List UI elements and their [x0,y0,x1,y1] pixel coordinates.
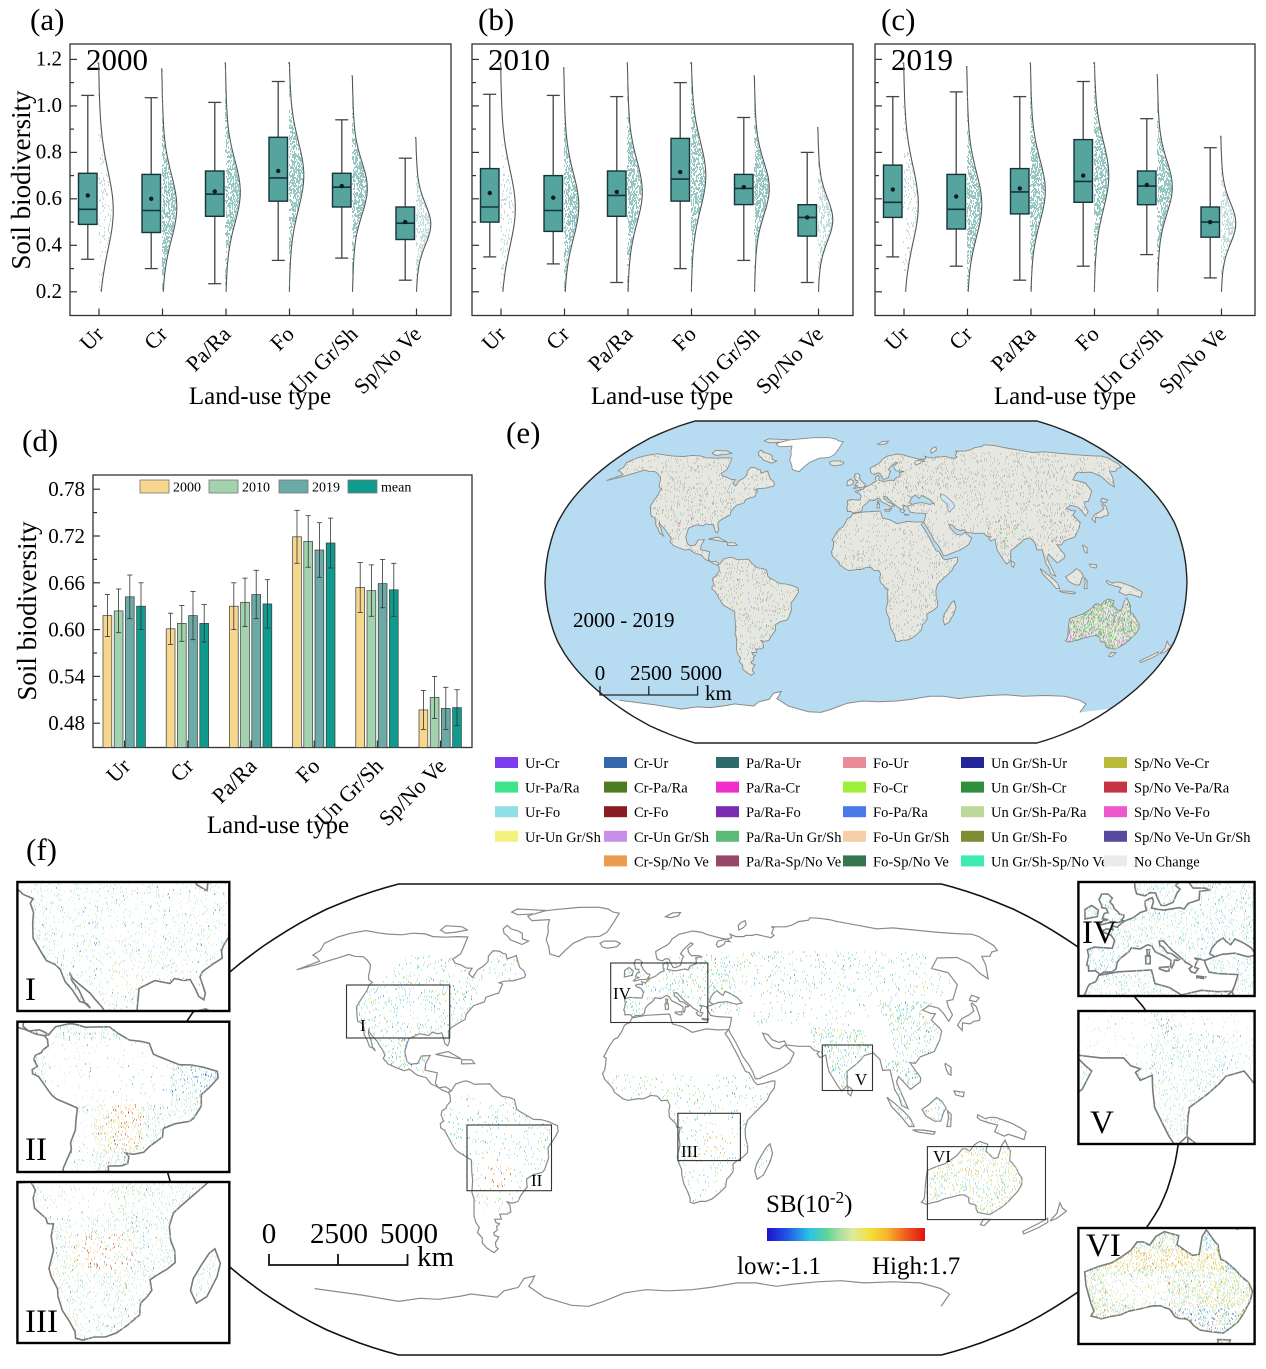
svg-text:Soil biodiversity: Soil biodiversity [12,521,42,701]
svg-text:High:1.7: High:1.7 [872,1253,960,1280]
svg-text:2000: 2000 [173,481,201,496]
svg-text:VI: VI [1086,1228,1121,1264]
svg-text:2019: 2019 [891,42,953,77]
svg-text:I: I [360,1016,366,1035]
svg-text:0: 0 [262,1218,277,1250]
svg-text:Fo-Sp/No Ve: Fo-Sp/No Ve [873,854,949,870]
svg-text:(c): (c) [881,2,915,37]
svg-text:0.48: 0.48 [48,711,85,735]
svg-text:0.4: 0.4 [36,232,63,256]
svg-text:Sp/No Ve-Un Gr/Sh: Sp/No Ve-Un Gr/Sh [1134,830,1251,846]
svg-text:(a): (a) [30,2,64,37]
svg-text:Un Gr/Sh-Sp/No Ve: Un Gr/Sh-Sp/No Ve [991,854,1108,870]
svg-text:Un Gr/Sh-Pa/Ra: Un Gr/Sh-Pa/Ra [991,805,1087,821]
svg-text:Land-use type: Land-use type [994,383,1136,410]
svg-text:Sp/No Ve-Pa/Ra: Sp/No Ve-Pa/Ra [1134,781,1230,797]
svg-text:Pa/Ra-Un Gr/Sh: Pa/Ra-Un Gr/Sh [746,830,842,846]
svg-text:Ur-Pa/Ra: Ur-Pa/Ra [525,781,580,797]
svg-text:III: III [25,1304,58,1340]
svg-text:Cr-Sp/No Ve: Cr-Sp/No Ve [634,854,709,870]
svg-text:0.72: 0.72 [48,524,85,548]
svg-text:0.6: 0.6 [36,186,62,210]
svg-text:Sp/No Ve-Cr: Sp/No Ve-Cr [1134,756,1209,772]
svg-text:Un Gr/Sh-Cr: Un Gr/Sh-Cr [991,781,1066,797]
svg-text:5000: 5000 [380,1218,438,1250]
svg-text:Cr-Fo: Cr-Fo [634,805,668,821]
svg-text:2500: 2500 [310,1218,368,1250]
svg-text:Cr-Ur: Cr-Ur [634,756,669,772]
svg-text:1.0: 1.0 [36,93,62,117]
svg-text:Pa/Ra-Fo: Pa/Ra-Fo [746,805,801,821]
svg-text:(f): (f) [26,832,57,867]
svg-text:(b): (b) [478,2,514,37]
svg-text:II: II [531,1171,543,1190]
svg-text:Fo-Cr: Fo-Cr [873,781,908,797]
svg-text:0.60: 0.60 [48,618,85,642]
svg-text:Fo-Pa/Ra: Fo-Pa/Ra [873,805,928,821]
svg-text:km: km [705,681,732,705]
svg-text:Sp/No Ve-Fo: Sp/No Ve-Fo [1134,805,1210,821]
svg-text:Fo-Un Gr/Sh: Fo-Un Gr/Sh [873,830,950,846]
svg-text:II: II [25,1132,47,1168]
svg-text:IV: IV [1082,915,1117,951]
svg-text:(e): (e) [506,415,540,450]
svg-text:No Change: No Change [1134,854,1200,870]
svg-text:Land-use type: Land-use type [591,383,733,410]
svg-text:2000 - 2019: 2000 - 2019 [573,608,675,632]
svg-text:Land-use type: Land-use type [189,383,331,410]
svg-text:2019: 2019 [312,481,340,496]
svg-text:1.2: 1.2 [36,46,62,70]
svg-text:low:-1.1: low:-1.1 [737,1253,821,1280]
svg-text:Un Gr/Sh-Ur: Un Gr/Sh-Ur [991,756,1067,772]
svg-text:0.78: 0.78 [48,477,85,501]
svg-text:Cr-Un Gr/Sh: Cr-Un Gr/Sh [634,830,710,846]
svg-text:I: I [25,972,36,1008]
svg-text:mean: mean [381,481,411,496]
svg-text:III: III [681,1142,698,1161]
svg-text:0.8: 0.8 [36,139,62,163]
svg-text:km: km [417,1241,455,1273]
svg-text:(d): (d) [22,423,58,458]
svg-text:Pa/Ra-Sp/No Ve: Pa/Ra-Sp/No Ve [746,854,841,870]
svg-text:VI: VI [933,1147,951,1166]
svg-text:2000: 2000 [86,42,148,77]
svg-text:Pa/Ra-Cr: Pa/Ra-Cr [746,781,800,797]
svg-text:Land-use type: Land-use type [207,812,349,839]
svg-text:V: V [855,1070,868,1089]
svg-text:Cr-Pa/Ra: Cr-Pa/Ra [634,781,688,797]
svg-text:V: V [1090,1105,1114,1141]
svg-text:2500: 2500 [630,661,672,685]
svg-text:0.66: 0.66 [48,571,85,595]
svg-text:IV: IV [613,984,632,1003]
svg-text:2010: 2010 [242,481,270,496]
svg-text:0: 0 [595,661,606,685]
svg-text:2010: 2010 [488,42,550,77]
svg-text:Ur-Cr: Ur-Cr [525,756,560,772]
svg-text:Pa/Ra-Ur: Pa/Ra-Ur [746,756,801,772]
svg-text:0.54: 0.54 [48,664,85,688]
svg-text:Ur-Un Gr/Sh: Ur-Un Gr/Sh [525,830,602,846]
svg-text:0.2: 0.2 [36,279,62,303]
svg-text:Soil biodiversity: Soil biodiversity [6,90,36,270]
svg-text:5000: 5000 [680,661,722,685]
svg-text:Fo-Ur: Fo-Ur [873,756,909,772]
svg-text:Un Gr/Sh-Fo: Un Gr/Sh-Fo [991,830,1067,846]
svg-text:Ur-Fo: Ur-Fo [525,805,560,821]
